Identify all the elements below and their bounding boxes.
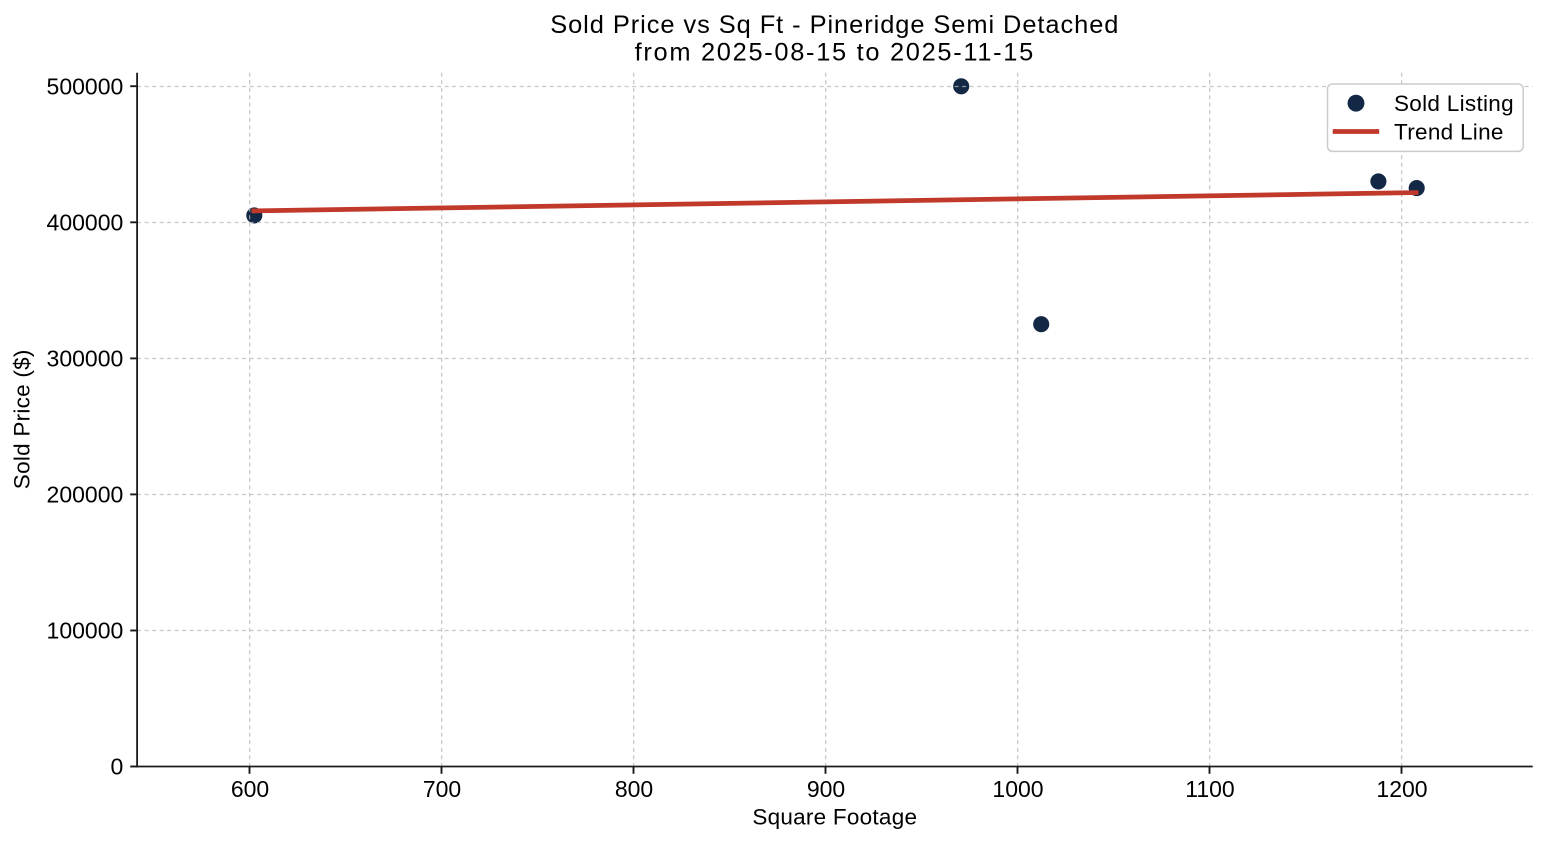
svg-text:100000: 100000 <box>47 618 124 644</box>
svg-text:Sold Listing: Sold Listing <box>1394 91 1514 116</box>
svg-text:1200: 1200 <box>1376 776 1427 802</box>
svg-text:1000: 1000 <box>992 776 1043 802</box>
svg-text:500000: 500000 <box>47 73 124 99</box>
svg-text:800: 800 <box>615 776 653 802</box>
svg-text:700: 700 <box>423 776 461 802</box>
svg-text:1100: 1100 <box>1185 776 1234 802</box>
svg-text:Sold Price vs Sq Ft - Pineridg: Sold Price vs Sq Ft - Pineridge Semi Det… <box>550 11 1119 39</box>
svg-text:from 2025-08-15 to 2025-11-15: from 2025-08-15 to 2025-11-15 <box>635 39 1035 67</box>
svg-text:200000: 200000 <box>47 482 124 508</box>
svg-text:Sold Price ($): Sold Price ($) <box>10 349 35 489</box>
svg-text:Square Footage: Square Footage <box>752 805 917 830</box>
svg-text:Trend Line: Trend Line <box>1394 119 1504 144</box>
svg-text:300000: 300000 <box>47 346 124 372</box>
svg-text:900: 900 <box>807 776 845 802</box>
svg-text:0: 0 <box>111 754 124 780</box>
svg-text:400000: 400000 <box>47 210 124 236</box>
svg-text:600: 600 <box>231 776 269 802</box>
